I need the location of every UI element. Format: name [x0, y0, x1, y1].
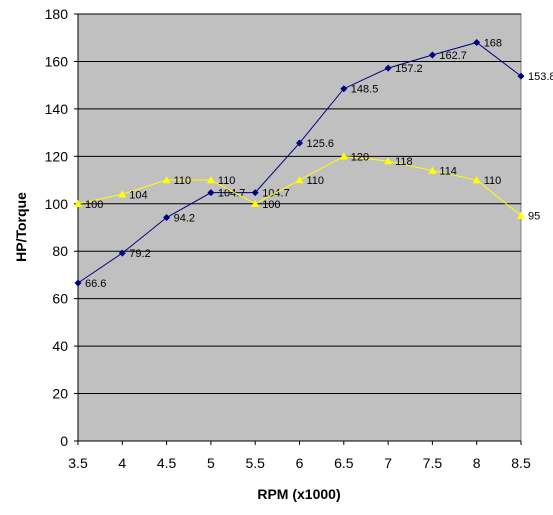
series-1-point	[296, 139, 303, 147]
y-tick-label: 80	[52, 243, 68, 259]
x-tick-label: 5.5	[245, 455, 265, 471]
series-2-data-label: 114	[439, 166, 457, 178]
x-tick-label: 7	[384, 455, 392, 471]
series-2-point	[295, 176, 304, 184]
series-2-data-label: 110	[484, 175, 502, 187]
plot-area	[77, 13, 522, 442]
x-tick-label: 7.5	[423, 455, 443, 471]
series-1-data-label: 168	[484, 37, 502, 49]
y-tick-label: 0	[60, 433, 68, 449]
x-tick-label: 8	[473, 455, 481, 471]
series-2-point	[162, 176, 171, 184]
y-tick-label: 120	[45, 148, 69, 164]
series-1-data-label: 79.2	[129, 248, 150, 260]
series-1-point	[384, 64, 392, 72]
series-1-data-label: 125.6	[307, 138, 335, 150]
series-2-data-label: 104	[129, 189, 147, 201]
series-2-point	[517, 211, 525, 219]
series-1-point	[251, 189, 259, 197]
series-1-point	[517, 72, 525, 80]
y-tick-label: 20	[52, 386, 68, 402]
series-1-point	[74, 279, 82, 287]
series-1-point	[207, 189, 215, 197]
x-ticks: 3.5 4 4.5 5 5.5 6 6.5 7 7.5 8 8.5	[68, 441, 531, 471]
series-2-data-label: 100	[262, 199, 280, 211]
series-2-data-label: 100	[85, 199, 103, 211]
y-tick-label: 160	[45, 53, 69, 69]
x-tick-label: 8.5	[511, 455, 531, 471]
series-2-point	[384, 157, 393, 165]
x-tick-label: 6.5	[334, 455, 354, 471]
series-1-point	[340, 85, 348, 93]
x-tick-label: 4.5	[157, 455, 177, 471]
series-1-point	[163, 214, 171, 222]
series-1-data-label: 148.5	[351, 84, 379, 96]
series-1-data-label: 66.6	[85, 278, 106, 290]
series-2-point	[428, 166, 437, 174]
series-2-data-label: 110	[174, 175, 192, 187]
x-tick-label: 6	[296, 455, 304, 471]
series-2-point	[251, 199, 260, 207]
series-2-data-label: 95	[528, 211, 540, 223]
series-2-data-label: 110	[307, 175, 325, 187]
series-1-point	[473, 38, 481, 46]
series-1-point	[428, 51, 436, 59]
y-ticks: 0 20 40 60 80 100 120 140 160 180	[45, 6, 78, 449]
series-1-data-label: 104.7	[218, 188, 246, 200]
series-2-data-label: 120	[351, 151, 369, 163]
y-tick-label: 180	[45, 6, 69, 22]
y-tick-label: 140	[45, 101, 69, 117]
y-axis-title: HP/Torque	[13, 192, 29, 262]
x-tick-label: 4	[118, 455, 126, 471]
x-tick-label: 3.5	[68, 455, 88, 471]
series-1-data-label: 157.2	[395, 63, 423, 75]
series-2-point	[74, 199, 82, 207]
series-2-point	[206, 176, 215, 184]
series-1-data-label: 162.7	[439, 50, 467, 62]
x-axis-title: RPM (x1000)	[257, 486, 340, 502]
series-2-data-label: 110	[218, 175, 236, 187]
series-2-point	[339, 152, 348, 160]
gridlines	[78, 13, 521, 395]
series-1-data-label: 94.2	[174, 213, 195, 225]
series-1-data-label: 153.8	[528, 71, 553, 83]
x-tick-label: 5	[207, 455, 215, 471]
series-1-point	[118, 249, 126, 257]
series-2-point	[472, 176, 481, 184]
y-tick-label: 40	[52, 338, 68, 354]
y-tick-label: 60	[52, 291, 68, 307]
series-2-data-label: 118	[395, 156, 413, 168]
series-2-point	[118, 190, 127, 198]
y-tick-label: 100	[45, 196, 69, 212]
